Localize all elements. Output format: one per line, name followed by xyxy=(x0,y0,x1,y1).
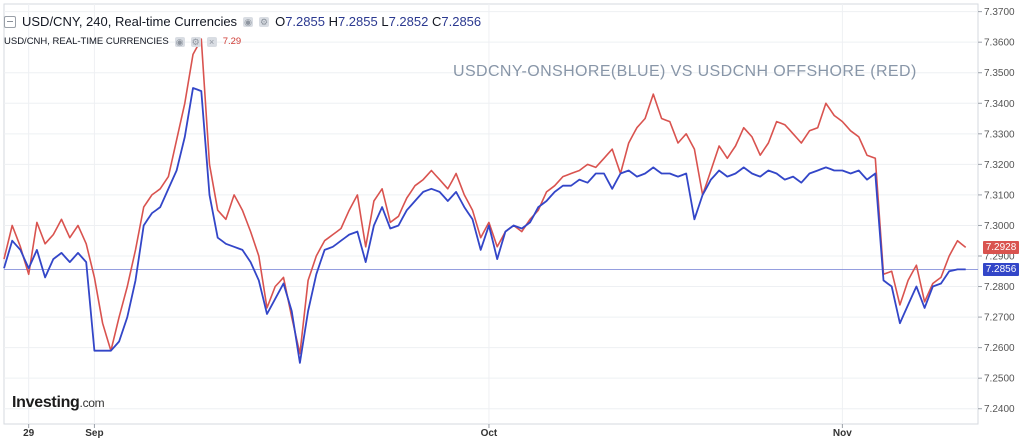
eye-icon[interactable]: ◉ xyxy=(174,36,185,47)
overlay-last-value: 7.29 xyxy=(222,36,242,47)
y-tick-label: 7.3100 xyxy=(984,190,1015,201)
y-tick-label: 7.2600 xyxy=(984,343,1015,354)
symbol-title[interactable]: USD/CNY, 240, Real-time Currencies xyxy=(22,14,238,29)
red-price-tag: 7.2928 xyxy=(983,240,1019,254)
x-tick-label: Sep xyxy=(85,428,103,439)
usdcny-series-line xyxy=(3,87,966,364)
y-tick-label: 7.2500 xyxy=(984,374,1015,385)
y-tick-label: 7.3000 xyxy=(984,221,1015,232)
close-label: C xyxy=(431,14,442,29)
eye-icon[interactable]: ◉ xyxy=(243,16,254,27)
chart-grid xyxy=(3,3,979,425)
y-tick-label: 7.3200 xyxy=(984,160,1015,171)
overlay-symbol-legend: USD/CNH, REAL-TIME CURRENCIES ◉ ⚙ × 7.29 xyxy=(4,36,241,47)
low-label: L xyxy=(381,14,389,29)
high-label: H xyxy=(328,14,338,29)
plot-frame xyxy=(3,3,979,425)
y-tick-label: 7.3300 xyxy=(984,129,1015,140)
low-value: 7.2852 xyxy=(388,14,429,29)
high-value: 7.2855 xyxy=(337,14,378,29)
price-axis[interactable]: 7.2400 7.2500 7.2600 7.2700 7.2800 7.2900 7.30… xyxy=(978,7,1015,415)
settings-icon[interactable]: ⚙ xyxy=(190,36,201,47)
x-tick-label: Nov xyxy=(833,428,852,439)
y-tick-label: 7.3700 xyxy=(984,7,1015,18)
blue-price-tag: 7.2856 xyxy=(983,262,1019,276)
chart-series xyxy=(3,38,978,364)
close-icon[interactable]: × xyxy=(206,36,217,47)
x-tick-label: 29 xyxy=(23,428,35,439)
overlay-title[interactable]: USD/CNH, REAL-TIME CURRENCIES xyxy=(4,36,169,47)
close-value: 7.2856 xyxy=(441,14,482,29)
chart-annotation: USDCNY-ONSHORE(BLUE) VS USDCNH OFFSHORE … xyxy=(453,63,917,80)
y-tick-label: 7.3500 xyxy=(984,68,1015,79)
y-tick-label: 7.3600 xyxy=(984,38,1015,49)
investing-logo: Investing.com xyxy=(12,394,105,411)
main-symbol-legend: USD/CNY, 240, Real-time Currencies ◉ ⚙ O… xyxy=(4,14,481,29)
open-label: O xyxy=(275,14,286,29)
open-value: 7.2855 xyxy=(285,14,325,29)
settings-icon[interactable]: ⚙ xyxy=(259,16,270,27)
y-tick-label: 7.2400 xyxy=(984,404,1015,415)
collapse-icon[interactable] xyxy=(4,15,16,28)
x-tick-label: Oct xyxy=(481,428,498,439)
y-tick-label: 7.2700 xyxy=(984,313,1015,324)
y-tick-label: 7.2800 xyxy=(984,282,1015,293)
y-tick-label: 7.2900 xyxy=(984,252,1015,263)
time-axis[interactable]: 29 Sep Oct Nov xyxy=(23,424,852,439)
y-tick-label: 7.3400 xyxy=(984,99,1015,110)
usdcnh-series-line xyxy=(3,38,967,355)
ohlc-values: O7.2855 H7.2855 L7.2852 C7.2856 xyxy=(275,14,481,29)
